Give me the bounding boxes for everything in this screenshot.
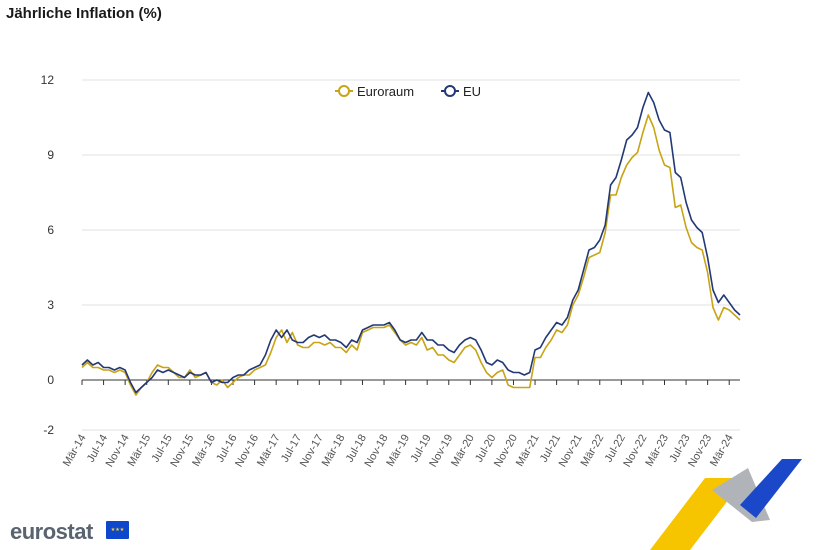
series-line-eu xyxy=(81,91,741,394)
legend-label: EU xyxy=(463,84,481,99)
series-line-euroraum xyxy=(81,114,741,396)
y-tick-label: 3 xyxy=(47,298,54,312)
x-tick-label: Mär-14 xyxy=(61,433,89,469)
eu-flag-icon: ★★★ xyxy=(106,521,129,539)
legend-item-eu: EU xyxy=(441,84,481,99)
chart-title: Jährliche Inflation (%) xyxy=(6,5,162,22)
decor-ribbon-blue xyxy=(740,459,802,518)
legend-label: Euroraum xyxy=(357,84,414,99)
y-tick-label: 6 xyxy=(47,223,54,237)
y-tick-label: 0 xyxy=(47,373,54,387)
legend-item-euroraum: Euroraum xyxy=(335,84,414,99)
y-tick-label: 12 xyxy=(41,73,55,87)
y-tick-label: -2 xyxy=(43,423,54,437)
legend-marker xyxy=(338,85,350,97)
y-tick-label: 9 xyxy=(47,148,54,162)
legend-marker xyxy=(444,85,456,97)
eurostat-logo: eurostat xyxy=(10,519,93,544)
